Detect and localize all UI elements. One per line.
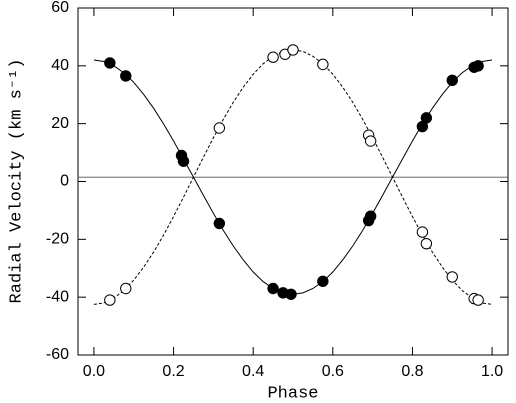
data-point	[364, 210, 377, 222]
data-point	[213, 122, 226, 134]
x-tick-label: 0.6	[322, 363, 344, 380]
y-tick-label: 60	[51, 0, 69, 16]
data-point	[364, 135, 377, 147]
y-tick-label: -60	[46, 346, 69, 363]
y-tick-label: 0	[60, 173, 69, 190]
data-point	[446, 271, 458, 283]
plot-frame	[77, 7, 509, 356]
x-tick-label: 0.0	[83, 363, 105, 380]
y-tick-label: -20	[46, 231, 69, 248]
data-point	[104, 57, 116, 69]
y-axis-label: Radial Velocity (km s⁻¹)	[7, 59, 26, 304]
y-tick-label: 20	[51, 115, 69, 132]
data-point	[267, 282, 279, 295]
data-point	[420, 237, 433, 250]
data-point	[177, 155, 190, 167]
fit-curve	[93, 49, 493, 305]
data-point	[472, 294, 484, 306]
data-point	[104, 294, 116, 306]
y-tick-label: 40	[51, 57, 69, 74]
data-point	[285, 288, 297, 300]
data-point	[120, 70, 132, 82]
data-point	[472, 60, 484, 72]
data-point	[213, 217, 226, 230]
x-tick-label: 0.2	[162, 363, 184, 380]
x-tick-label: 0.4	[242, 363, 264, 380]
x-tick-label: 1.0	[481, 363, 503, 380]
x-axis-label: Phase	[267, 384, 318, 403]
data-point	[416, 226, 429, 238]
data-point	[317, 58, 329, 71]
data-point	[267, 51, 279, 63]
x-tick-label: 0.8	[401, 363, 423, 380]
data-point	[287, 44, 299, 56]
data-point	[120, 282, 132, 295]
data-point	[317, 275, 329, 287]
data-point	[446, 74, 458, 86]
data-point	[420, 112, 433, 124]
y-tick-label: -40	[46, 288, 69, 305]
